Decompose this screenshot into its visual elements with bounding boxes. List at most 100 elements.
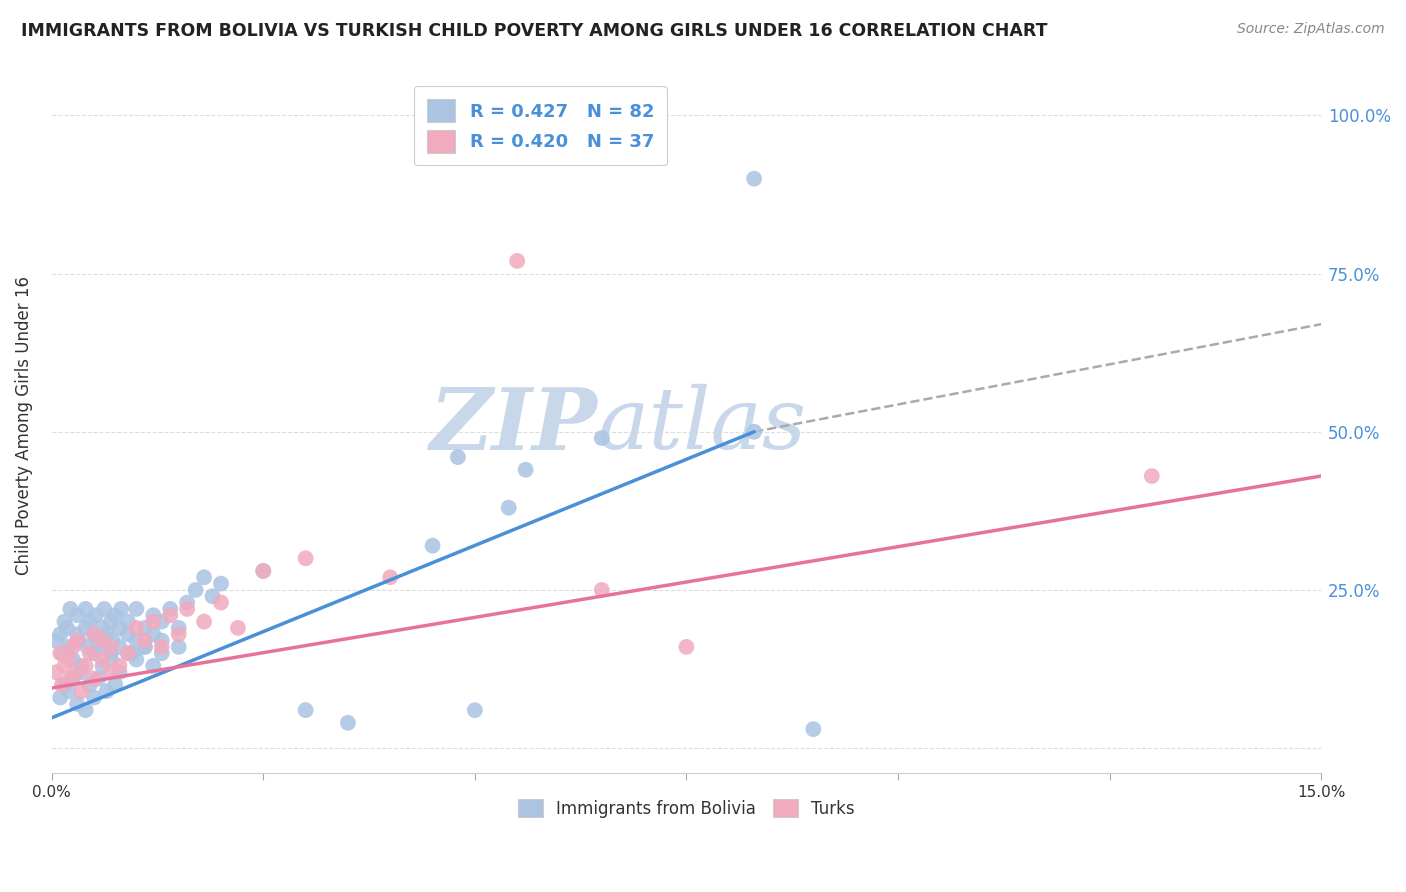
Point xyxy=(70,665,93,680)
Point xyxy=(142,615,165,629)
Point xyxy=(51,646,73,660)
Point xyxy=(742,425,765,439)
Point xyxy=(75,602,97,616)
Point xyxy=(252,564,274,578)
Point xyxy=(53,658,76,673)
Point xyxy=(159,608,181,623)
Point xyxy=(464,703,486,717)
Point xyxy=(117,646,139,660)
Point xyxy=(56,621,79,635)
Point xyxy=(125,621,148,635)
Point xyxy=(58,640,80,654)
Point xyxy=(226,621,249,635)
Point xyxy=(91,652,114,666)
Point xyxy=(100,640,122,654)
Point xyxy=(167,640,190,654)
Point xyxy=(515,463,537,477)
Point xyxy=(380,570,402,584)
Point xyxy=(100,646,122,660)
Point xyxy=(53,615,76,629)
Point xyxy=(83,646,105,660)
Point xyxy=(675,640,697,654)
Point xyxy=(150,633,173,648)
Point xyxy=(117,646,139,660)
Point xyxy=(117,627,139,641)
Point xyxy=(193,615,215,629)
Point xyxy=(108,665,131,680)
Point xyxy=(100,665,122,680)
Point xyxy=(134,640,156,654)
Point xyxy=(79,646,101,660)
Point xyxy=(59,672,82,686)
Point xyxy=(62,652,84,666)
Point xyxy=(1140,469,1163,483)
Point xyxy=(121,646,143,660)
Point xyxy=(134,621,156,635)
Point xyxy=(83,627,105,641)
Point xyxy=(176,596,198,610)
Point xyxy=(506,254,529,268)
Point xyxy=(252,564,274,578)
Point xyxy=(167,627,190,641)
Point xyxy=(87,672,110,686)
Point xyxy=(159,602,181,616)
Point xyxy=(45,633,67,648)
Legend: Immigrants from Bolivia, Turks: Immigrants from Bolivia, Turks xyxy=(512,792,862,824)
Point xyxy=(87,633,110,648)
Point xyxy=(66,627,89,641)
Point xyxy=(125,602,148,616)
Point xyxy=(201,589,224,603)
Point xyxy=(66,665,89,680)
Point xyxy=(53,678,76,692)
Text: IMMIGRANTS FROM BOLIVIA VS TURKISH CHILD POVERTY AMONG GIRLS UNDER 16 CORRELATIO: IMMIGRANTS FROM BOLIVIA VS TURKISH CHILD… xyxy=(21,22,1047,40)
Point xyxy=(108,621,131,635)
Point xyxy=(150,615,173,629)
Point xyxy=(125,652,148,666)
Point xyxy=(51,678,73,692)
Point xyxy=(125,633,148,648)
Point xyxy=(176,602,198,616)
Point xyxy=(45,665,67,680)
Point xyxy=(93,602,115,616)
Point xyxy=(91,633,114,648)
Point xyxy=(75,658,97,673)
Point xyxy=(110,602,132,616)
Point xyxy=(142,658,165,673)
Point xyxy=(66,633,89,648)
Point xyxy=(62,672,84,686)
Point xyxy=(209,596,232,610)
Point xyxy=(117,615,139,629)
Point xyxy=(591,431,613,445)
Point xyxy=(70,684,93,698)
Text: ZIP: ZIP xyxy=(430,384,598,467)
Y-axis label: Child Poverty Among Girls Under 16: Child Poverty Among Girls Under 16 xyxy=(15,276,32,575)
Point xyxy=(294,551,316,566)
Point xyxy=(83,690,105,705)
Point xyxy=(83,672,105,686)
Point xyxy=(184,582,207,597)
Point xyxy=(134,640,156,654)
Point xyxy=(108,640,131,654)
Point xyxy=(294,703,316,717)
Point xyxy=(58,652,80,666)
Point xyxy=(742,171,765,186)
Point xyxy=(59,602,82,616)
Point xyxy=(67,633,90,648)
Text: atlas: atlas xyxy=(598,384,807,467)
Point xyxy=(150,646,173,660)
Point xyxy=(79,615,101,629)
Point xyxy=(801,722,824,736)
Point xyxy=(66,608,89,623)
Point xyxy=(91,640,114,654)
Point xyxy=(100,652,122,666)
Point xyxy=(76,640,98,654)
Point xyxy=(150,640,173,654)
Point xyxy=(104,678,127,692)
Point xyxy=(91,621,114,635)
Point xyxy=(100,615,122,629)
Point xyxy=(75,621,97,635)
Point xyxy=(142,627,165,641)
Point xyxy=(209,576,232,591)
Point xyxy=(104,608,127,623)
Text: Source: ZipAtlas.com: Source: ZipAtlas.com xyxy=(1237,22,1385,37)
